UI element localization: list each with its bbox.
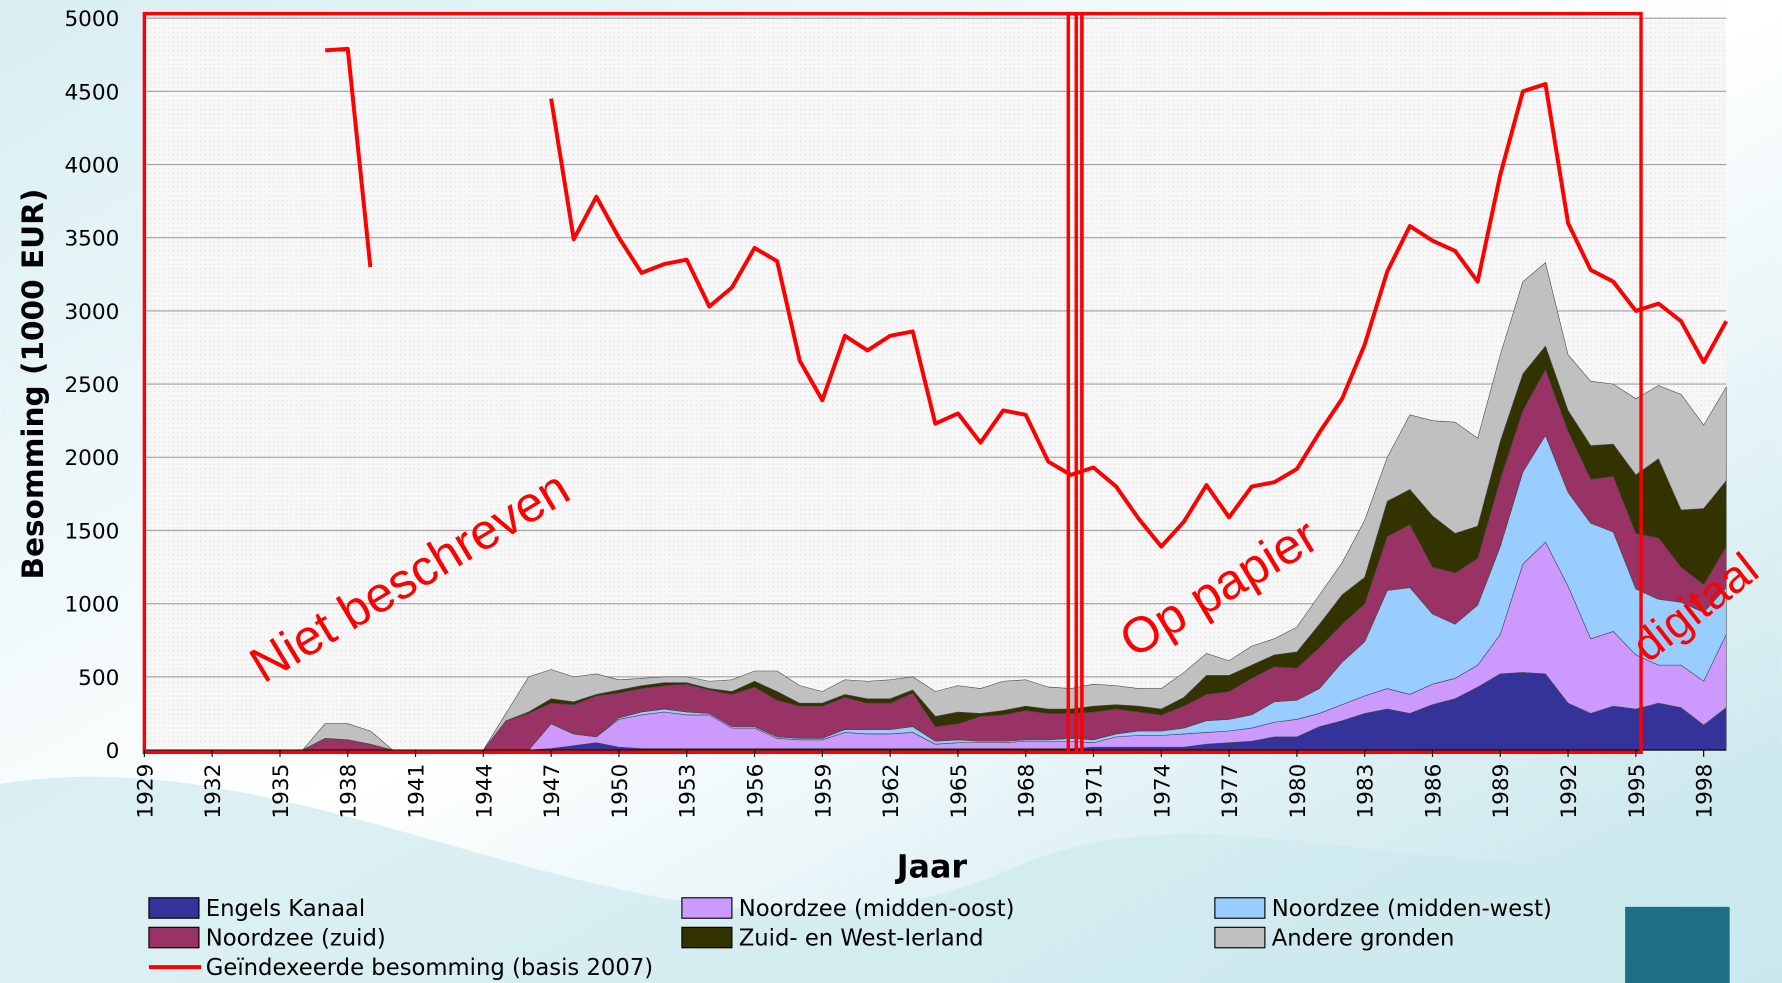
legend-label: Andere gronden	[1272, 925, 1455, 951]
x-tick-label: 1929	[133, 764, 158, 819]
decoration	[1625, 906, 1730, 983]
annotation-box	[1080, 11, 1643, 755]
x-tick-label: 1971	[1082, 764, 1107, 819]
x-tick-label: 1989	[1489, 764, 1514, 819]
decoration	[0, 776, 1782, 983]
y-tick-label: 1500	[64, 519, 119, 544]
lines	[325, 46, 1729, 549]
area	[144, 262, 1727, 751]
legend-swatch	[1214, 926, 1266, 949]
grid	[144, 17, 1727, 751]
x-axis-title: Jaar	[895, 847, 968, 885]
y-axis-title: Besomming (1000 EUR)	[16, 189, 50, 580]
legend-label: Noordzee (zuid)	[206, 925, 386, 951]
x-tick-label: 1956	[743, 764, 768, 819]
y-tick-label: 3000	[64, 300, 119, 325]
x-tick-label: 1947	[540, 764, 565, 819]
annotation-box	[142, 11, 1078, 755]
y-tick-label: 500	[78, 666, 119, 691]
y-tick-label: 2500	[64, 373, 119, 398]
x-tick-label: 1950	[608, 764, 633, 819]
y-tick-label: 3500	[64, 227, 119, 252]
areas	[144, 262, 1727, 751]
x-tick-label: 1944	[472, 764, 497, 819]
x-tick-label: 1992	[1557, 764, 1582, 819]
legend-label: Engels Kanaal	[206, 896, 366, 922]
legend-swatch	[1214, 897, 1266, 919]
x-tick-label: 1977	[1218, 764, 1243, 819]
x-tick-label: 1998	[1693, 764, 1718, 819]
y-tick-label: 0	[106, 739, 120, 764]
x-tick-label: 1965	[947, 764, 972, 819]
y-tick-label: 5000	[64, 7, 119, 32]
x-tick-label: 1959	[811, 764, 836, 819]
y-tick-label: 4000	[64, 154, 119, 179]
legend-swatch	[148, 897, 200, 919]
line	[325, 46, 1729, 549]
x-tick-label: 1980	[1286, 764, 1311, 819]
legend-swatch	[681, 897, 733, 919]
x-tick-label: 1983	[1354, 764, 1379, 819]
x-tick-label: 1962	[879, 764, 904, 819]
x-tick-label: 1968	[1015, 764, 1040, 819]
x-tick-label: 1953	[676, 764, 701, 819]
legend-label: Geïndexeerde besomming (basis 2007)	[206, 955, 653, 981]
x-tick-label: 1941	[405, 764, 430, 819]
y-tick-label: 2000	[64, 446, 119, 471]
legend-swatch	[148, 926, 200, 949]
y-tick-label: 1000	[64, 593, 119, 618]
annotation-boxes	[142, 11, 1643, 755]
x-tick-label: 1995	[1625, 764, 1650, 819]
legend-swatch	[681, 926, 733, 949]
legend-label: Noordzee (midden-oost)	[739, 896, 1015, 922]
x-tick-label: 1974	[1150, 764, 1175, 819]
legend: Engels Kanaal Noordzee (midden-oost) Noord…	[148, 896, 1552, 981]
legend-label: Zuid- en West-Ierland	[739, 925, 984, 951]
x-tick-label: 1935	[269, 764, 294, 819]
ticks: 0 500 1000 1500 2000 2500 3000 3500 4000 4500 5000…	[64, 7, 1717, 818]
x-tick-label: 1932	[201, 764, 226, 819]
x-tick-label: 1986	[1421, 764, 1446, 819]
y-tick-label: 4500	[64, 80, 119, 105]
legend-label: Noordzee (midden-west)	[1272, 896, 1552, 922]
x-tick-label: 1938	[337, 764, 362, 819]
